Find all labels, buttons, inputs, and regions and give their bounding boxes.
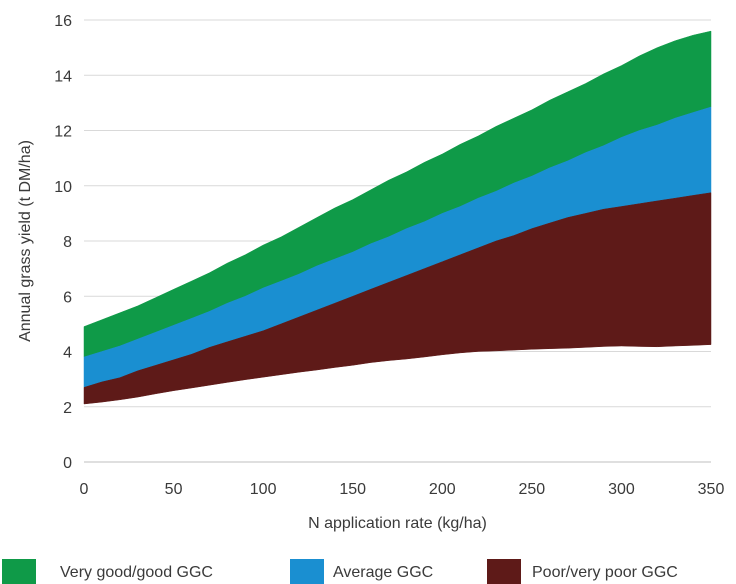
x-tick-label: 50 — [165, 481, 183, 498]
y-tick-label: 8 — [63, 234, 72, 251]
legend-label-very-good-good-ggc: Very good/good GGC — [60, 564, 213, 581]
y-axis-title: Annual grass yield (t DM/ha) — [17, 140, 34, 342]
y-tick-label: 2 — [63, 400, 72, 417]
x-tick-label: 350 — [698, 481, 725, 498]
x-tick-label: 0 — [80, 481, 89, 498]
y-tick-label: 14 — [54, 68, 72, 85]
legend-label-poor-very-poor-ggc: Poor/very poor GGC — [532, 564, 678, 581]
y-tick-label: 4 — [63, 345, 72, 362]
area-series-poor-very-poor-ggc — [83, 192, 712, 405]
y-tick-label: 16 — [54, 13, 72, 30]
y-tick-label: 6 — [63, 289, 72, 306]
legend: Very good/good GGC Average GGC Poor/very p… — [2, 559, 678, 584]
x-tick-label: 100 — [250, 481, 277, 498]
legend-swatch-average-ggc — [290, 559, 324, 584]
y-tick-label: 0 — [63, 455, 72, 472]
y-tick-label: 12 — [54, 124, 72, 141]
x-axis-title: N application rate (kg/ha) — [308, 515, 487, 532]
x-tick-label: 250 — [519, 481, 546, 498]
plot-areas — [83, 30, 712, 405]
x-tick-label: 300 — [608, 481, 635, 498]
legend-label-average-ggc: Average GGC — [333, 564, 433, 581]
axes: 0 2 4 6 8 10 12 14 16 0 50 100 150 200 250 300 350 — [54, 13, 724, 498]
legend-swatch-poor-very-poor-ggc — [487, 559, 521, 584]
x-tick-label: 200 — [429, 481, 456, 498]
legend-swatch-very-good-good-ggc — [2, 559, 36, 584]
y-tick-label: 10 — [54, 179, 72, 196]
x-tick-label: 150 — [339, 481, 366, 498]
